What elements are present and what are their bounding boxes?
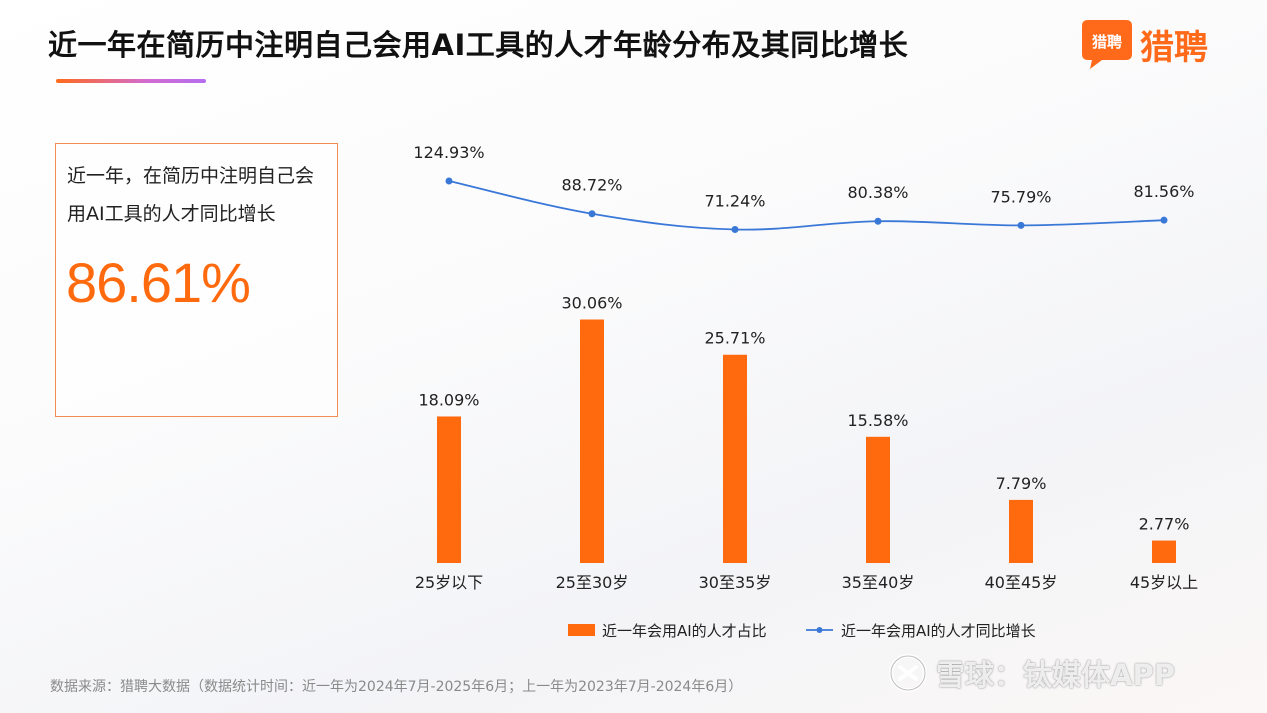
legend-line-label: 近一年会用AI的人才同比增长 — [841, 622, 1036, 640]
bar — [1152, 540, 1176, 563]
snowball-icon — [889, 654, 927, 692]
x-tick-label: 40至45岁 — [985, 573, 1058, 592]
legend-bar-label: 近一年会用AI的人才占比 — [602, 622, 767, 640]
bar-value-label: 18.09% — [418, 390, 479, 409]
growth-value-label: 81.56% — [1133, 182, 1194, 201]
kpi-card: 近一年，在简历中注明自己会用AI工具的人才同比增长 86.61% — [55, 143, 338, 417]
data-source-footnote: 数据来源：猎聘大数据（数据统计时间：近一年为2024年7月-2025年6月；上一… — [50, 679, 743, 695]
legend-line-marker — [816, 627, 823, 633]
bar-value-label: 25.71% — [704, 329, 765, 348]
growth-value-label: 124.93% — [413, 143, 484, 162]
logo-badge-text: 猎聘 — [1092, 33, 1122, 51]
kpi-value: 86.61% — [66, 251, 251, 314]
bar — [1009, 499, 1033, 563]
growth-point — [588, 210, 596, 218]
x-tick-label: 25至30岁 — [556, 573, 629, 592]
brand-name: 猎聘 — [1140, 27, 1208, 68]
kpi-label: 近一年，在简历中注明自己会用AI工具的人才同比增长 — [67, 165, 315, 225]
growth-value-label: 71.24% — [704, 192, 765, 211]
x-tick-label: 30至35岁 — [699, 573, 772, 592]
legend-bar-swatch — [568, 624, 595, 636]
growth-value-label: 88.72% — [561, 176, 622, 195]
brand-logo: 猎聘 猎聘 — [1080, 18, 1208, 70]
bar-value-label: 7.79% — [996, 474, 1047, 493]
bar — [580, 319, 604, 563]
bar — [866, 436, 890, 563]
bar-value-label: 30.06% — [561, 294, 622, 313]
growth-series-line — [448, 180, 1165, 231]
x-tick-label: 45岁以上 — [1130, 573, 1198, 592]
growth-value-label: 75.79% — [990, 187, 1051, 206]
bar-value-label: 2.77% — [1139, 515, 1190, 534]
watermark: 雪球：钛媒体APP — [888, 652, 1175, 694]
x-tick-label: 25岁以下 — [415, 573, 483, 592]
growth-point — [874, 217, 882, 225]
title-underline — [56, 79, 206, 83]
bar-value-label: 15.58% — [847, 411, 908, 430]
liepin-logo-icon: 猎聘 — [1080, 18, 1134, 70]
growth-point — [1160, 216, 1168, 224]
bar — [723, 354, 747, 563]
watermark-text: 雪球：钛媒体APP — [936, 658, 1175, 692]
growth-value-label: 80.38% — [847, 183, 908, 202]
page-title: 近一年在简历中注明自己会用AI工具的人才年龄分布及其同比增长 — [48, 28, 909, 62]
bar — [437, 416, 461, 563]
growth-point — [731, 226, 739, 233]
growth-point — [445, 177, 453, 185]
x-tick-label: 35至40岁 — [842, 573, 915, 592]
growth-point — [1017, 221, 1025, 229]
